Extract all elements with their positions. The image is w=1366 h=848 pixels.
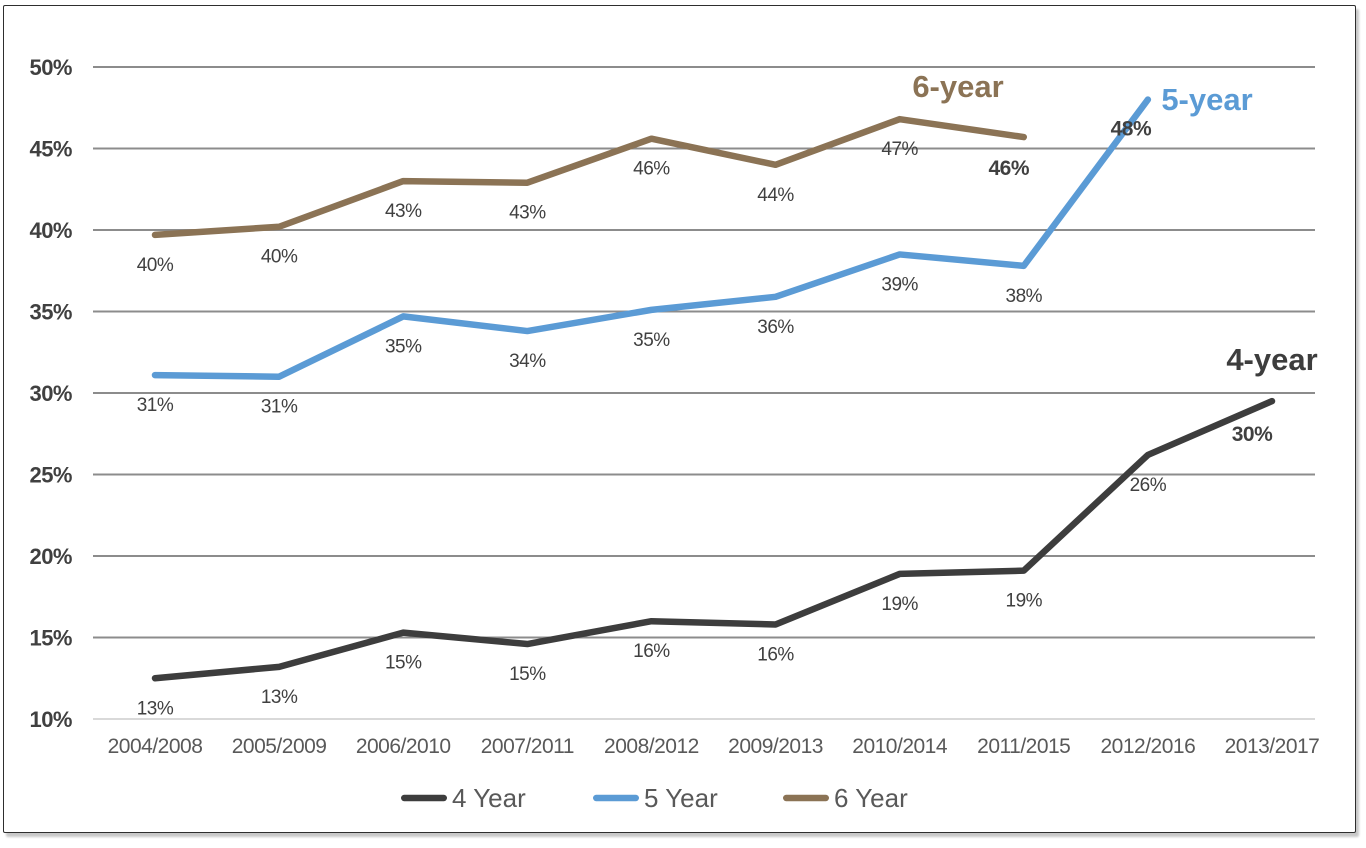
data-label: 40% (137, 255, 174, 276)
x-axis-tick-label: 2010/2014 (852, 735, 948, 758)
x-axis-tick-label: 2012/2016 (1100, 735, 1195, 758)
data-label: 36% (757, 317, 794, 338)
data-label: 40% (261, 247, 298, 268)
data-label: 16% (757, 644, 794, 665)
data-label: 19% (1006, 591, 1043, 612)
series-line-4-year (151, 397, 1276, 682)
x-axis-tick-label: 2004/2008 (108, 735, 203, 758)
series-annotation-6-year: 6-year (912, 69, 1003, 104)
data-label: 35% (633, 330, 670, 351)
data-label: 46% (633, 159, 670, 180)
y-axis-tick-label: 40% (29, 218, 72, 243)
series-annotation-4-year: 4-year (1226, 342, 1317, 377)
data-label: 43% (385, 201, 422, 222)
legend-swatch-4-year (401, 794, 447, 802)
series-annotation-5-year: 5-year (1161, 82, 1252, 117)
y-axis-tick-label: 10% (29, 707, 72, 732)
data-label: 46% (989, 157, 1030, 180)
data-label: 44% (757, 185, 794, 206)
x-axis-tick-label: 2013/2017 (1225, 735, 1320, 758)
legend-label: 5 Year (644, 783, 718, 813)
series-line-6-year (151, 115, 1028, 239)
y-axis-tick-label: 25% (29, 463, 72, 488)
data-label: 43% (509, 203, 546, 224)
x-axis-tick-label: 2009/2013 (728, 735, 823, 758)
legend-swatch-6-year (783, 794, 829, 802)
data-label: 13% (137, 698, 174, 719)
data-label: 30% (1232, 423, 1273, 446)
data-label: 47% (881, 139, 918, 160)
x-axis-tick-label: 2005/2009 (232, 735, 327, 758)
x-axis-tick-label: 2008/2012 (604, 735, 699, 758)
data-label: 39% (881, 274, 918, 295)
y-axis-tick-label: 20% (29, 544, 72, 569)
data-label: 48% (1111, 118, 1152, 141)
data-label: 26% (1130, 475, 1167, 496)
data-label: 38% (1006, 286, 1043, 307)
y-axis-tick-label: 45% (29, 137, 72, 162)
x-axis-tick-label: 2006/2010 (356, 735, 451, 758)
data-label: 31% (137, 395, 174, 416)
data-label: 15% (385, 653, 422, 674)
data-label: 19% (881, 594, 918, 615)
legend-swatch-5-year (593, 794, 639, 802)
y-axis-tick-label: 35% (29, 300, 72, 325)
data-label: 15% (509, 664, 546, 685)
data-label: 16% (633, 641, 670, 662)
data-label: 31% (261, 397, 298, 418)
data-label: 35% (385, 336, 422, 357)
x-axis-tick-label: 2011/2015 (977, 735, 1070, 758)
data-label: 13% (261, 687, 298, 708)
data-label: 34% (509, 351, 546, 372)
y-axis-tick-label: 50% (29, 55, 72, 80)
series-line-5-year (151, 96, 1152, 380)
y-axis-tick-label: 15% (29, 626, 72, 651)
y-axis-tick-label: 30% (29, 381, 72, 406)
legend-label: 4 Year (452, 783, 526, 813)
x-axis-tick-label: 2007/2011 (481, 735, 574, 758)
legend-label: 6 Year (834, 783, 908, 813)
